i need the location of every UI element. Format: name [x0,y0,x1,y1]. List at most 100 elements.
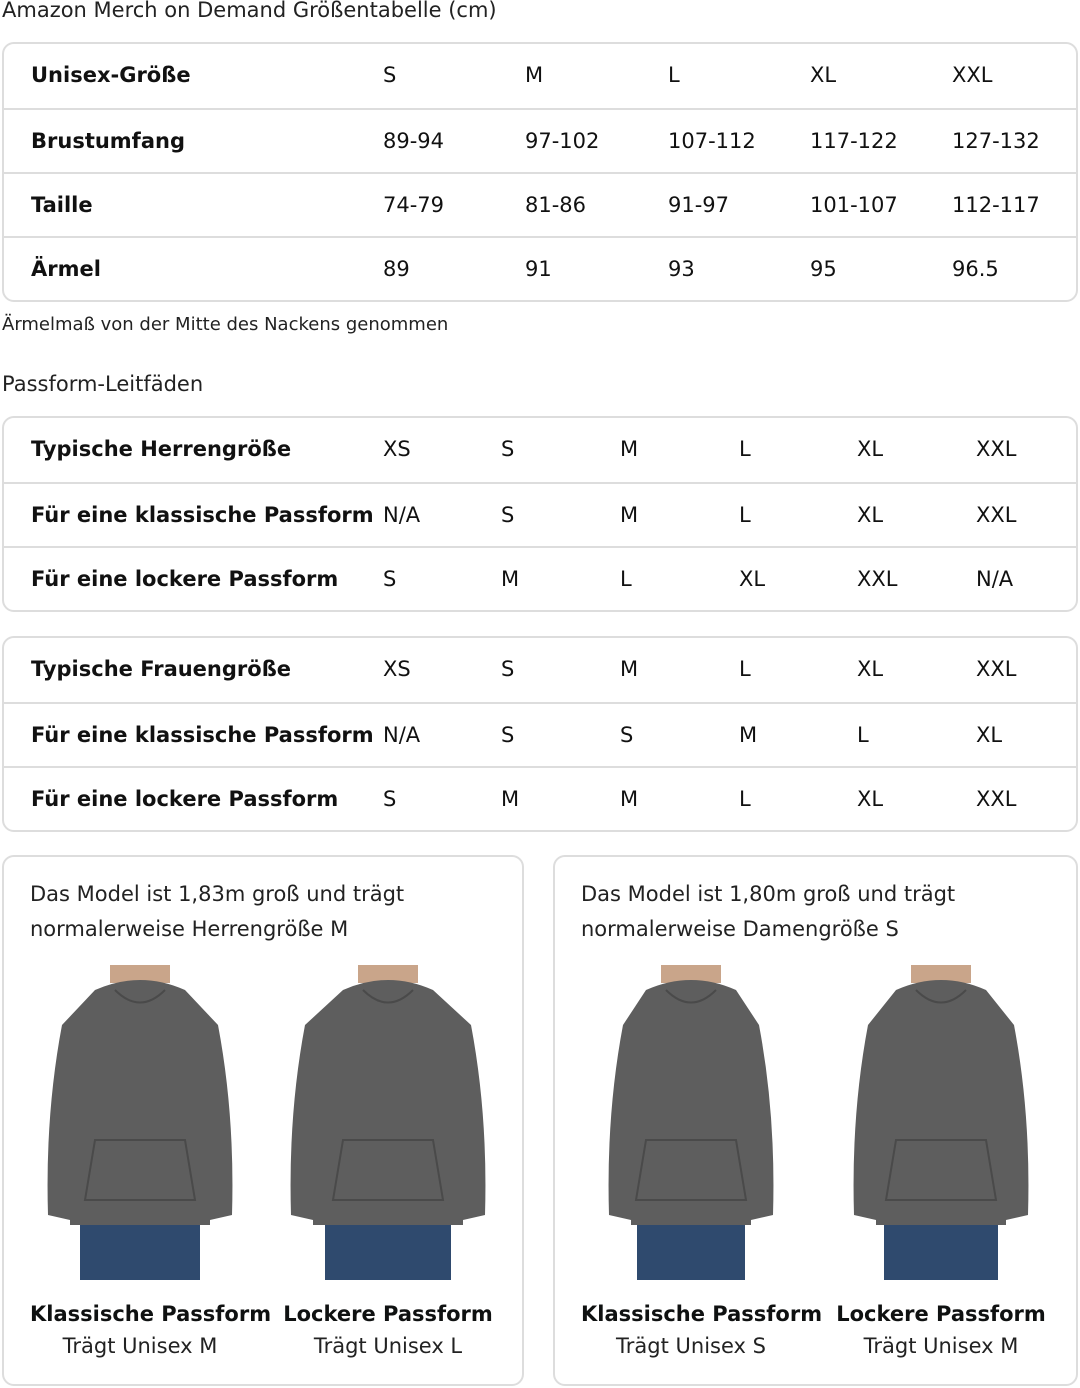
table-cell: 127-132 [952,129,1040,153]
row-label: Unisex-Größe [31,63,191,87]
hoodie-photo [608,965,774,1280]
figure-classic-fit: Klassische Passform Trägt Unisex S [581,965,823,1358]
table-row: Für eine klassische Passform N/A S M L XL XXL [4,482,1076,546]
fit-label: Klassische Passform [581,1302,823,1326]
table-cell: M [501,567,520,591]
size-table: Unisex-Größe S M L XL XXL Brustumfang 89-94 97-1… [2,42,1078,302]
table-cell: 74-79 [383,193,445,217]
row-label: Brustumfang [31,129,185,153]
figure-relaxed-fit: Lockere Passform Trägt Unisex L [278,965,498,1358]
table-row: Typische Herrengröße XS S M L XL XXL [4,418,1076,482]
wears-label: Trägt Unisex S [616,1334,766,1358]
table-cell: XL [857,657,884,681]
table-cell: M [620,503,639,527]
table-cell: 97-102 [525,129,600,153]
table-cell: M [620,437,639,461]
table-cell: XL [857,503,884,527]
table-cell: L [620,567,632,591]
table-cell: 81-86 [525,193,587,217]
hoodie-photo [47,965,233,1280]
table-cell: XL [857,787,884,811]
table-cell: S [620,723,634,747]
table-cell: S [383,787,397,811]
table-cell: 96.5 [952,257,999,281]
table-cell: XXL [857,567,898,591]
row-label: Für eine lockere Passform [31,787,339,811]
table-cell: N/A [976,567,1014,591]
table-row: Typische Frauengröße XS S M L XL XXL [4,638,1076,702]
fit-label: Lockere Passform [836,1302,1046,1326]
table-cell: M [620,787,639,811]
table-cell: 91 [525,257,552,281]
table-cell: L [739,437,751,461]
table-cell: XXL [952,63,993,87]
table-cell: N/A [383,503,421,527]
table-cell: N/A [383,723,421,747]
fit-guide-title: Passform-Leitfäden [2,372,204,396]
table-cell: 101-107 [810,193,898,217]
table-row: Unisex-Größe S M L XL XXL [4,44,1076,108]
table-cell: 112-117 [952,193,1040,217]
wears-label: Trägt Unisex L [313,1334,463,1358]
table-cell: 117-122 [810,129,898,153]
table-cell: XXL [976,437,1017,461]
table-cell: 89-94 [383,129,445,153]
wears-label: Trägt Unisex M [62,1334,218,1358]
table-cell: M [739,723,758,747]
model-description: Das Model ist 1,83m groß und trägt norma… [30,882,405,941]
page-title: Amazon Merch on Demand Größentabelle (cm… [2,0,497,22]
table-cell: 89 [383,257,410,281]
table-cell: S [383,567,397,591]
table-cell: M [525,63,544,87]
table-cell: XXL [976,787,1017,811]
hoodie-photo [853,965,1029,1280]
women-fit-table: Typische Frauengröße XS S M L XL XXL Für eine k… [2,636,1078,832]
hoodie-photo [290,965,486,1280]
figure-relaxed-fit: Lockere Passform Trägt Unisex M [831,965,1051,1358]
table-cell: M [501,787,520,811]
wears-label: Trägt Unisex M [863,1334,1019,1358]
row-label: Für eine klassische Passform [31,503,374,527]
row-label: Ärmel [31,257,101,281]
table-cell: S [501,723,515,747]
table-cell: 93 [668,257,695,281]
table-row: Brustumfang 89-94 97-102 107-112 117-122 127-… [4,108,1076,172]
table-cell: L [739,657,751,681]
sleeve-note: Ärmelmaß von der Mitte des Nackens genom… [2,314,449,335]
table-cell: L [739,787,751,811]
table-cell: S [501,503,515,527]
table-row: Für eine lockere Passform S M L XL XXL N/A [4,546,1076,610]
table-cell: XXL [976,503,1017,527]
row-label: Taille [31,193,93,217]
table-cell: XL [810,63,837,87]
table-cell: XXL [976,657,1017,681]
table-cell: XL [739,567,766,591]
fit-label: Klassische Passform [30,1302,272,1326]
table-cell: XS [383,437,411,461]
row-label: Für eine lockere Passform [31,567,339,591]
table-cell: XS [383,657,411,681]
table-cell: S [501,657,515,681]
model-description: Das Model ist 1,80m groß und trägt norma… [581,882,956,941]
table-cell: S [383,63,397,87]
figure-classic-fit: Klassische Passform Trägt Unisex M [30,965,272,1358]
table-cell: L [739,503,751,527]
table-cell: M [620,657,639,681]
men-fit-table: Typische Herrengröße XS S M L XL XXL Für eine k… [2,416,1078,612]
table-cell: XL [857,437,884,461]
table-row: Ärmel 89 91 93 95 96.5 [4,236,1076,300]
table-cell: XL [976,723,1003,747]
table-row: Für eine lockere Passform S M M L XL XXL [4,766,1076,830]
table-cell: S [501,437,515,461]
row-label: Typische Herrengröße [31,437,292,461]
row-label: Typische Frauengröße [31,657,292,681]
row-label: Für eine klassische Passform [31,723,374,747]
table-cell: 107-112 [668,129,756,153]
table-cell: L [668,63,680,87]
table-row: Für eine klassische Passform N/A S S M L XL [4,702,1076,766]
table-cell: L [857,723,869,747]
fit-label: Lockere Passform [283,1302,493,1326]
table-row: Taille 74-79 81-86 91-97 101-107 112-117 [4,172,1076,236]
model-card-women: Das Model ist 1,80m groß und trägt norma… [553,855,1078,1386]
table-cell: 91-97 [668,193,730,217]
